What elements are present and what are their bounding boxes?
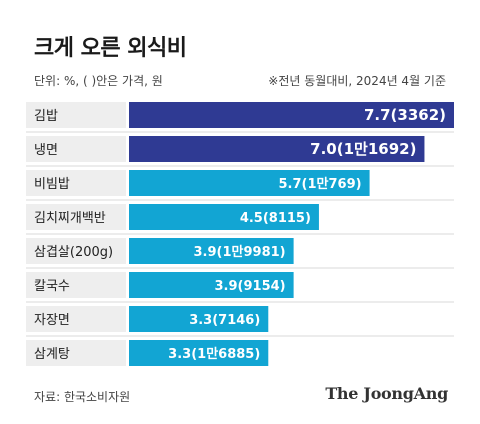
- basis-note: ※전년 동월대비, 2024년 4월 기준: [268, 74, 446, 88]
- bar: [129, 238, 294, 264]
- bar: [129, 136, 425, 162]
- category-label: 비빔밥: [34, 177, 70, 192]
- bar-value-label: 7.0(1만1692): [310, 140, 416, 158]
- category-label-band: [26, 238, 126, 264]
- bar: [129, 272, 294, 298]
- source-note: 자료: 한국소비자원: [34, 390, 131, 404]
- category-label-band: [26, 340, 126, 366]
- bar-value-label: 3.9(1만9981): [194, 244, 286, 260]
- bar: [129, 204, 319, 230]
- category-label: 김밥: [34, 109, 58, 124]
- category-label-band: [26, 272, 126, 298]
- bar-value-label: 7.7(3362): [364, 106, 446, 124]
- bar-value-label: 5.7(1만769): [279, 176, 362, 192]
- bar-value-label: 3.3(1만6885): [168, 346, 260, 362]
- bar: [129, 306, 269, 332]
- bar-value-label: 4.5(8115): [240, 211, 311, 226]
- category-label-band: [26, 102, 126, 128]
- bar-chart-svg: 김밥 7.7(3362) 냉면 7.0(1만1692) 비빔밥 5.7(1만769) 김치찌…: [26, 102, 454, 366]
- category-label-band: [26, 170, 126, 196]
- category-label: 냉면: [34, 143, 58, 158]
- brand-logo: The JoongAng: [325, 384, 448, 403]
- bar-chart: 김밥 7.7(3362) 냉면 7.0(1만1692) 비빔밥 5.7(1만769) 김치찌…: [26, 98, 454, 378]
- bar-value-label: 3.9(9154): [215, 279, 286, 294]
- bar: [129, 170, 370, 196]
- category-label-band: [26, 136, 126, 162]
- bar-value-label: 3.3(7146): [189, 313, 260, 328]
- bar: [129, 340, 269, 366]
- category-label: 칼국수: [34, 279, 70, 294]
- chart-title: 크게 오른 외식비: [34, 36, 187, 61]
- category-label-band: [26, 306, 126, 332]
- category-label: 김치찌개백반: [34, 211, 106, 226]
- unit-note: 단위: %, ( )안은 가격, 원: [34, 74, 163, 88]
- category-label: 삼계탕: [34, 347, 70, 362]
- category-label-band: [26, 204, 126, 230]
- bar: [129, 102, 454, 128]
- category-label: 자장면: [34, 313, 70, 328]
- category-label: 삼겹살(200g): [34, 245, 113, 260]
